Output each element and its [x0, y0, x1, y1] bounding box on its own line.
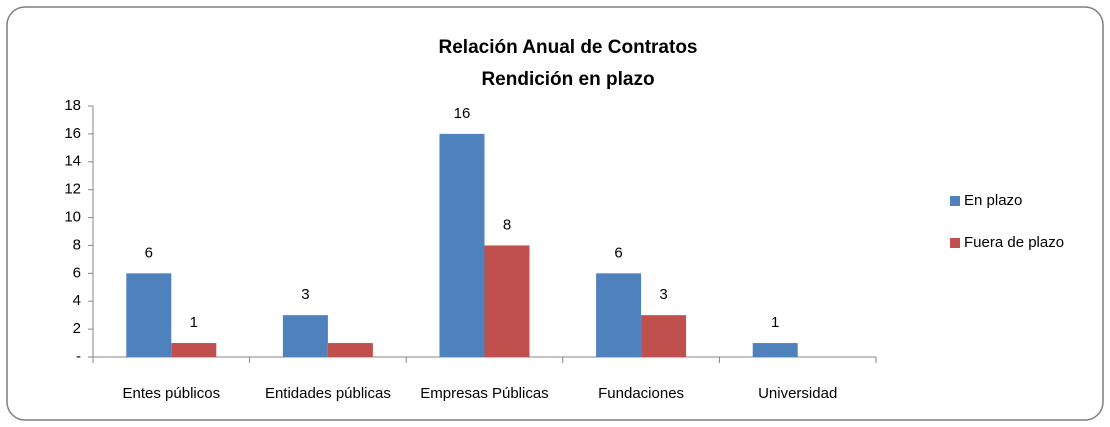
y-tick-label: 6	[73, 264, 81, 281]
bar	[171, 343, 217, 357]
chart-title: Relación Anual de Contratos	[439, 37, 698, 58]
bar	[752, 343, 798, 357]
bar	[439, 133, 485, 357]
y-tick-label: 4	[73, 292, 81, 309]
legend-label: Fuera de plazo	[964, 234, 1064, 251]
legend-label: En plazo	[964, 192, 1022, 209]
legend-swatch	[950, 238, 960, 248]
y-tick-label: 2	[73, 320, 81, 337]
data-label: 16	[454, 105, 471, 122]
bar	[282, 315, 328, 357]
bar	[327, 343, 373, 357]
x-tick-label: Empresas Públicas	[420, 385, 548, 402]
chart-border	[6, 6, 1104, 421]
y-tick-label: 10	[64, 209, 81, 226]
legend-swatch	[950, 196, 960, 206]
data-label: 3	[659, 286, 667, 303]
x-tick-label: Entes públicos	[123, 385, 221, 402]
y-tick-label: 12	[64, 181, 81, 198]
x-tick-label: Entidades públicas	[265, 385, 391, 402]
y-tick-label: 16	[64, 125, 81, 142]
x-tick-label: Fundaciones	[598, 385, 684, 402]
chart-title: Rendición en plazo	[481, 69, 654, 90]
y-tick-label: -	[76, 348, 81, 365]
data-label: 1	[190, 314, 198, 331]
y-tick-label: 8	[73, 236, 81, 253]
bar	[126, 273, 172, 357]
y-tick-label: 14	[64, 153, 81, 170]
bar	[596, 273, 642, 357]
y-tick-label: 18	[64, 97, 81, 114]
data-label: 1	[771, 314, 779, 331]
data-label: 6	[145, 244, 153, 261]
bar	[484, 245, 530, 357]
data-label: 8	[503, 216, 511, 233]
data-label: 6	[614, 244, 622, 261]
x-tick-label: Universidad	[758, 385, 837, 402]
data-label: 3	[301, 286, 309, 303]
bar	[641, 315, 687, 357]
